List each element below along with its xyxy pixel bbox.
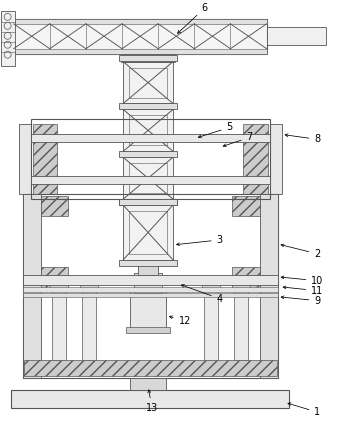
Text: 10: 10 — [281, 276, 324, 286]
Bar — [51, 281, 68, 289]
Bar — [23, 293, 278, 297]
Bar — [119, 152, 177, 157]
Bar — [123, 205, 173, 260]
Bar — [82, 281, 96, 361]
Bar — [13, 49, 267, 54]
Bar — [13, 19, 267, 24]
Bar — [24, 361, 277, 377]
Text: 1: 1 — [288, 403, 320, 417]
Bar — [119, 104, 177, 109]
Text: 4: 4 — [181, 284, 223, 304]
Bar — [23, 275, 278, 285]
Bar — [119, 199, 177, 205]
Text: 5: 5 — [198, 122, 233, 138]
Text: 9: 9 — [281, 295, 320, 306]
Bar — [23, 194, 278, 378]
Bar — [23, 287, 278, 291]
Bar — [134, 273, 162, 293]
Bar — [53, 281, 66, 361]
Bar — [234, 281, 248, 361]
Bar — [31, 176, 270, 184]
Bar — [40, 267, 68, 291]
Bar — [129, 68, 167, 97]
Text: 12: 12 — [170, 315, 191, 326]
Text: 8: 8 — [285, 134, 320, 144]
Text: 13: 13 — [146, 390, 158, 413]
Bar — [259, 194, 278, 378]
Bar — [129, 211, 167, 254]
Bar — [138, 261, 158, 275]
Bar — [130, 378, 166, 390]
Bar — [80, 281, 98, 289]
Bar — [123, 62, 173, 104]
Bar — [31, 134, 270, 142]
Bar — [129, 163, 167, 193]
Bar — [119, 260, 177, 266]
Bar — [126, 326, 170, 333]
Bar — [23, 194, 40, 378]
Bar — [119, 54, 177, 61]
Text: 11: 11 — [283, 286, 324, 296]
Bar — [40, 196, 68, 216]
Bar — [232, 281, 250, 289]
Bar — [232, 196, 259, 216]
Bar — [270, 124, 281, 194]
Bar — [1, 11, 14, 66]
Bar — [33, 124, 58, 194]
Bar — [123, 157, 173, 199]
Bar — [232, 267, 259, 291]
Bar — [31, 120, 270, 199]
Bar — [121, 54, 175, 62]
Text: 2: 2 — [281, 244, 320, 259]
Bar — [119, 199, 177, 205]
Bar — [130, 291, 166, 329]
Bar — [204, 281, 218, 361]
Bar — [11, 390, 289, 408]
Text: 3: 3 — [177, 235, 223, 245]
Bar — [13, 19, 267, 54]
Bar — [243, 124, 268, 194]
Bar — [129, 116, 167, 145]
Bar — [202, 281, 220, 289]
Bar — [267, 27, 326, 45]
Text: 6: 6 — [178, 3, 208, 33]
Text: 7: 7 — [223, 132, 253, 147]
Bar — [123, 109, 173, 152]
Bar — [19, 124, 31, 194]
